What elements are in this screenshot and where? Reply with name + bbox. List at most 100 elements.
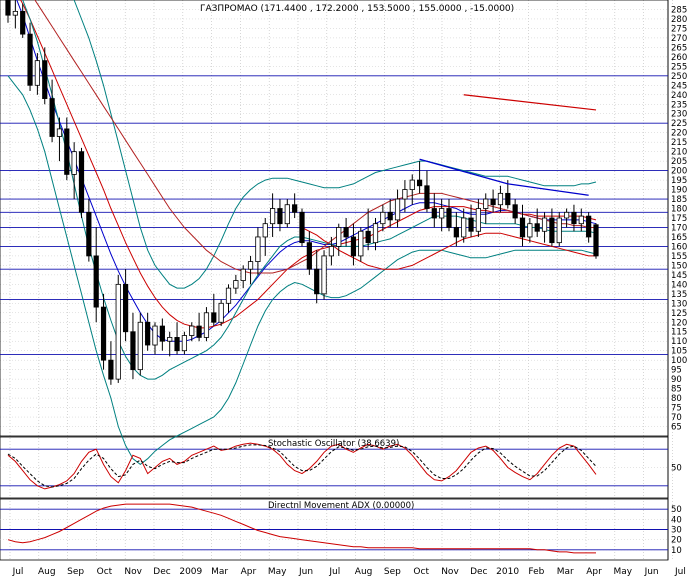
y-tick-label: 100 bbox=[671, 356, 687, 366]
x-tick-label: 2010 bbox=[496, 567, 519, 577]
candle-body bbox=[527, 223, 533, 238]
trend-line bbox=[463, 94, 597, 111]
y-tick-label: 165 bbox=[671, 233, 687, 243]
y-tick-label: 130 bbox=[671, 299, 687, 309]
candle-body bbox=[122, 283, 129, 333]
y-tick-label: 40 bbox=[671, 515, 682, 525]
moving-average-line bbox=[34, 0, 596, 274]
x-tick-label: May bbox=[268, 567, 287, 577]
candle-body bbox=[255, 236, 261, 263]
candle-body bbox=[34, 60, 41, 86]
bollinger-upper-band bbox=[73, 0, 597, 289]
x-tick-label: Aug bbox=[355, 567, 373, 577]
candle-body bbox=[409, 179, 415, 190]
candle-body bbox=[115, 283, 121, 380]
candle-body bbox=[512, 204, 518, 219]
candle-body bbox=[328, 246, 335, 257]
x-tick-label: Nov bbox=[124, 567, 142, 577]
y-tick-label: 190 bbox=[671, 186, 687, 196]
x-tick-label: May bbox=[613, 567, 632, 577]
candle-body bbox=[306, 242, 312, 270]
candle-body bbox=[549, 217, 555, 244]
candle-body bbox=[416, 179, 423, 187]
y-tick-label: 85 bbox=[671, 385, 682, 395]
x-tick-label: Aug bbox=[38, 567, 56, 577]
candle-body bbox=[233, 280, 239, 289]
y-tick-label: 195 bbox=[671, 176, 687, 186]
y-tick-label: 160 bbox=[671, 242, 687, 252]
y-tick-label: 65 bbox=[671, 423, 682, 433]
x-tick-label: Jun bbox=[298, 567, 313, 577]
candle-body bbox=[12, 10, 18, 16]
y-tick-label: 225 bbox=[671, 119, 687, 129]
candle-body bbox=[372, 223, 379, 244]
indicator-line bbox=[7, 442, 597, 490]
candle-body bbox=[284, 204, 290, 225]
candle-body bbox=[431, 208, 437, 219]
moving-average-line bbox=[301, 227, 596, 270]
y-tick-label: 75 bbox=[671, 404, 682, 414]
candle-body bbox=[269, 208, 276, 225]
y-tick-label: 180 bbox=[671, 205, 687, 215]
y-tick-label: 265 bbox=[671, 43, 687, 53]
y-tick-label: 155 bbox=[671, 252, 687, 262]
candle-body bbox=[211, 312, 217, 323]
candle-body bbox=[424, 185, 430, 209]
x-tick-label: Jun bbox=[644, 567, 659, 577]
candle-body bbox=[218, 302, 224, 323]
candle-body bbox=[578, 215, 584, 225]
candle-body bbox=[137, 321, 143, 371]
y-tick-label: 70 bbox=[671, 413, 682, 423]
x-tick-label: Dec bbox=[470, 567, 487, 577]
candle-body bbox=[100, 306, 107, 361]
candle-body bbox=[453, 227, 459, 238]
x-tick-label: Feb bbox=[528, 567, 544, 577]
candle-body bbox=[86, 211, 92, 257]
candle-body bbox=[64, 128, 70, 175]
y-tick-label: 50 bbox=[671, 505, 682, 515]
x-tick-label: Nov bbox=[441, 567, 459, 577]
indicator-line bbox=[7, 444, 597, 488]
candle-body bbox=[321, 255, 327, 295]
candle-body bbox=[563, 211, 570, 219]
candle-body bbox=[225, 287, 232, 304]
y-tick-label: 275 bbox=[671, 24, 687, 34]
y-tick-label: 110 bbox=[671, 337, 687, 347]
y-tick-label: 255 bbox=[671, 62, 687, 72]
candle-body bbox=[5, 0, 11, 16]
y-tick-label: 235 bbox=[671, 100, 687, 110]
candle-body bbox=[196, 325, 202, 338]
candle-body bbox=[571, 211, 577, 225]
y-tick-label: 280 bbox=[671, 15, 687, 25]
candle-body bbox=[56, 128, 63, 137]
trend-line bbox=[507, 183, 589, 196]
y-tick-label: 50 bbox=[671, 464, 682, 474]
x-tick-label: Jul bbox=[328, 567, 340, 577]
candle-body bbox=[240, 268, 246, 281]
candle-body bbox=[189, 325, 195, 336]
bollinger-lower-band bbox=[7, 75, 597, 466]
y-tick-label: 230 bbox=[671, 110, 687, 120]
panel-title: Stochastic Oscillator (38.6639) bbox=[268, 439, 399, 449]
candle-body bbox=[174, 337, 180, 352]
moving-average-line bbox=[20, 0, 597, 329]
y-tick-label: 140 bbox=[671, 280, 687, 290]
x-tick-label: Jul bbox=[12, 567, 24, 577]
y-tick-label: 285 bbox=[671, 5, 687, 15]
candle-body bbox=[343, 227, 349, 238]
candle-body bbox=[203, 312, 210, 338]
x-tick-label: Apr bbox=[241, 567, 257, 577]
y-tick-label: 10 bbox=[671, 546, 682, 556]
y-tick-label: 270 bbox=[671, 34, 687, 44]
y-tick-label: 30 bbox=[671, 526, 682, 536]
y-tick-label: 205 bbox=[671, 157, 687, 167]
y-tick-label: 95 bbox=[671, 366, 682, 376]
candle-body bbox=[78, 151, 85, 213]
y-tick-label: 245 bbox=[671, 81, 687, 91]
candle-body bbox=[159, 325, 165, 342]
y-tick-label: 145 bbox=[671, 271, 687, 281]
y-tick-label: 210 bbox=[671, 148, 687, 158]
y-tick-label: 215 bbox=[671, 138, 687, 148]
candle-body bbox=[167, 337, 173, 342]
